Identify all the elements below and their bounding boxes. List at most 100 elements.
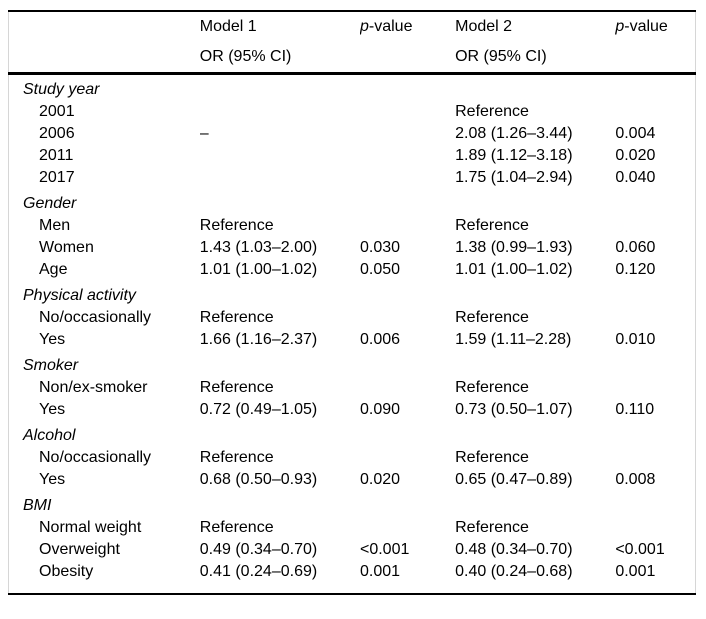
header-row-or-ci: OR (95% CI) OR (95% CI) [8, 42, 696, 75]
table-row: 2011 1.89 (1.12–3.18) 0.020 [9, 145, 696, 167]
row-label: Yes [39, 331, 66, 348]
header-empty-cell [615, 42, 696, 75]
table-body: Study year 2001 Reference 2006 – 2.08 (1.26–3… [9, 74, 696, 595]
header-pvalue-model2: p-value [615, 11, 695, 42]
model1-pvalue-cell: 0.020 [359, 471, 401, 488]
section-label: Smoker [23, 357, 79, 374]
model1-pvalue-cell [360, 167, 455, 189]
section-label: Alcohol [23, 427, 76, 444]
model1-or-cell [200, 167, 360, 189]
model2-pvalue-cell: 0.004 [615, 125, 656, 142]
model1-or-cell: 0.68 (0.50–0.93) [199, 471, 318, 488]
model2-pvalue-cell: 0.008 [615, 471, 656, 488]
section-label: Physical activity [23, 287, 136, 304]
table-row: 2017 1.75 (1.04–2.94) 0.040 [9, 167, 696, 189]
model1-pvalue-cell [360, 145, 455, 167]
model2-or-cell: 1.01 (1.00–1.02) [455, 261, 573, 278]
row-label: 2006 [39, 125, 75, 142]
model1-pvalue-cell [360, 377, 455, 399]
model2-or-cell: Reference [455, 449, 529, 466]
table-row: Obesity 0.41 (0.24–0.69) 0.001 0.40 (0.24–0… [9, 561, 696, 594]
model2-pvalue-cell [615, 215, 695, 237]
model2-pvalue-cell: 0.060 [615, 239, 656, 256]
model1-pvalue-cell: 0.001 [359, 563, 401, 580]
model1-or-cell: 1.01 (1.00–1.02) [199, 261, 318, 278]
header-empty-cell [9, 11, 200, 42]
header-row-models: Model 1 p-value Model 2 p-value [9, 11, 696, 42]
model1-pvalue-cell [360, 517, 455, 539]
table-row: No/occasionally Reference Reference [9, 447, 696, 469]
model2-pvalue-cell: 0.110 [615, 401, 655, 418]
pvalue-label: p-value [615, 18, 668, 35]
table-header: Model 1 p-value Model 2 p-value OR (95% … [8, 11, 696, 75]
section-header-row: Alcohol [9, 421, 696, 447]
model2-or-cell: 0.48 (0.34–0.70) [455, 541, 573, 558]
table-row: Yes 0.68 (0.50–0.93) 0.020 0.65 (0.47–0.89)… [9, 469, 696, 491]
section-label: Gender [23, 195, 77, 212]
model2-or-cell: Reference [455, 309, 529, 326]
header-model2: Model 2 [455, 18, 513, 35]
table-row: Overweight 0.49 (0.34–0.70) <0.001 0.48 (0.… [9, 539, 696, 561]
section-header-row: BMI [9, 491, 696, 517]
model1-pvalue-cell: 0.030 [359, 239, 401, 256]
header-pvalue-model1: p-value [360, 11, 455, 42]
table-row: 2001 Reference [9, 101, 696, 123]
model2-pvalue-cell [615, 447, 695, 469]
model2-pvalue-cell: 0.040 [615, 169, 656, 186]
table-row: Normal weight Reference Reference [9, 517, 696, 539]
row-label: No/occasionally [39, 449, 152, 466]
pvalue-label: p-value [359, 18, 413, 35]
model1-or-cell: Reference [199, 519, 274, 536]
model2-or-cell: 0.65 (0.47–0.89) [455, 471, 573, 488]
model2-or-cell: 2.08 (1.26–3.44) [455, 125, 573, 142]
model1-or-cell [200, 101, 360, 123]
model2-or-cell: 1.89 (1.12–3.18) [455, 147, 573, 164]
model1-pvalue-cell [360, 123, 455, 145]
header-or-ci-model1: OR (95% CI) [199, 42, 360, 75]
model1-or-cell: Reference [199, 449, 274, 466]
table-row: Men Reference Reference [9, 215, 696, 237]
row-label: Normal weight [39, 519, 142, 536]
model2-or-cell: Reference [455, 103, 529, 120]
row-label: Yes [39, 401, 66, 418]
model1-or-cell: 0.41 (0.24–0.69) [199, 563, 318, 580]
row-label: Yes [39, 471, 66, 488]
table-row: Age 1.01 (1.00–1.02) 0.050 1.01 (1.00–1.02)… [9, 259, 696, 281]
model1-or-cell: Reference [199, 379, 274, 396]
model2-pvalue-cell [615, 377, 695, 399]
section-header-row: Study year [9, 74, 696, 102]
model2-or-cell: 1.38 (0.99–1.93) [455, 239, 573, 256]
section-header-row: Physical activity [9, 281, 696, 307]
row-label: Obesity [39, 563, 94, 580]
row-label: Overweight [39, 541, 120, 558]
model2-or-cell: 1.59 (1.11–2.28) [455, 331, 572, 348]
model1-or-cell: Reference [199, 217, 274, 234]
section-header-row: Smoker [9, 351, 696, 377]
model1-or-cell [200, 145, 360, 167]
model1-or-cell: 1.66 (1.16–2.37) [199, 331, 318, 348]
table-row: No/occasionally Reference Reference [9, 307, 696, 329]
model2-or-cell: 0.40 (0.24–0.68) [455, 563, 573, 580]
model1-pvalue-cell: 0.050 [359, 261, 401, 278]
model1-pvalue-cell [360, 307, 455, 329]
model2-or-cell: 1.75 (1.04–2.94) [455, 169, 573, 186]
model2-or-cell: 0.73 (0.50–1.07) [455, 401, 573, 418]
model2-or-cell: Reference [455, 217, 529, 234]
model2-pvalue-cell [615, 101, 695, 123]
row-label: Women [39, 239, 94, 256]
model2-pvalue-cell: 0.001 [615, 563, 656, 580]
model2-pvalue-cell: 0.020 [615, 147, 656, 164]
row-label: Age [39, 261, 68, 278]
section-label: BMI [23, 497, 52, 514]
table-row: Non/ex-smoker Reference Reference [9, 377, 696, 399]
model2-pvalue-cell: <0.001 [615, 541, 665, 558]
table-row: Yes 0.72 (0.49–1.05) 0.090 0.73 (0.50–1.07)… [9, 399, 696, 421]
results-table: Model 1 p-value Model 2 p-value OR (95% … [8, 10, 696, 595]
model1-pvalue-cell: 0.006 [359, 331, 401, 348]
model2-pvalue-cell [615, 307, 695, 329]
model1-or-cell: 0.72 (0.49–1.05) [199, 401, 318, 418]
header-empty-cell [8, 42, 200, 75]
header-or-ci-model2: OR (95% CI) [455, 42, 616, 75]
model1-pvalue-cell: 0.090 [359, 401, 401, 418]
section-header-row: Gender [9, 189, 696, 215]
